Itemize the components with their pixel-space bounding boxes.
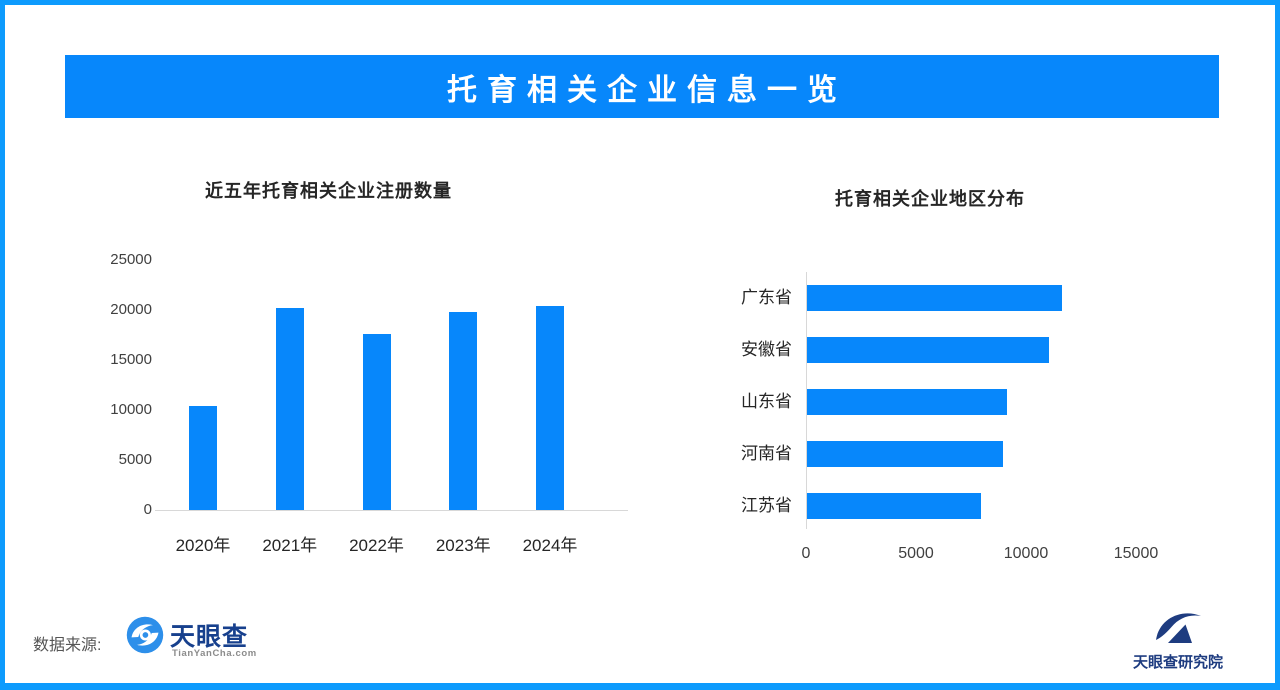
region-label: 山东省 [741, 392, 792, 411]
region-chart-axis-line [806, 272, 807, 529]
x-axis-tick-label: 0 [801, 545, 811, 562]
region-label: 安徽省 [741, 340, 792, 359]
region-chart-title: 托育相关企业地区分布 [835, 189, 1025, 209]
x-axis-category-label: 2020年 [175, 536, 231, 555]
y-axis-tick-label: 25000 [110, 251, 152, 268]
y-axis-tick-label: 0 [143, 501, 152, 518]
region-bar [807, 441, 1003, 467]
registration-bar [189, 406, 217, 510]
y-axis-tick-label: 5000 [118, 451, 152, 468]
region-label: 江苏省 [741, 496, 792, 515]
tianyancha-wordmark: 天眼查 [170, 623, 249, 651]
x-axis-category-label: 2024年 [522, 536, 578, 555]
data-source-label: 数据来源: [33, 637, 102, 654]
registration-bar [449, 312, 478, 510]
registration-bar [536, 306, 564, 510]
region-bar [807, 337, 1049, 363]
registration-chart-title: 近五年托育相关企业注册数量 [205, 181, 452, 201]
registration-chart-baseline [155, 510, 628, 511]
banner: 托育相关企业信息一览 [65, 55, 1219, 118]
x-axis-tick-label: 5000 [898, 545, 934, 562]
region-bar [807, 389, 1008, 415]
registration-bar [362, 334, 391, 510]
region-label: 河南省 [741, 444, 792, 463]
x-axis-category-label: 2022年 [349, 536, 404, 555]
x-axis-category-label: 2021年 [262, 536, 318, 555]
region-bar [807, 285, 1063, 311]
y-axis-tick-label: 15000 [110, 351, 152, 368]
y-axis-tick-label: 20000 [110, 301, 152, 318]
registration-bar [275, 308, 304, 510]
x-axis-tick-label: 15000 [1113, 545, 1159, 562]
x-axis-category-label: 2023年 [435, 536, 491, 555]
tianyancha-institute-icon [1156, 613, 1201, 643]
x-axis-tick-label: 10000 [1003, 545, 1049, 562]
tianyancha-domain: TianYanCha.com [172, 648, 257, 659]
y-axis-tick-label: 10000 [110, 401, 152, 418]
region-bar [807, 493, 981, 519]
institute-wordmark: 天眼查研究院 [1132, 654, 1223, 671]
banner-title: 托育相关企业信息一览 [447, 73, 847, 107]
region-label: 广东省 [741, 288, 792, 307]
tianyancha-eye-icon [126, 616, 164, 654]
